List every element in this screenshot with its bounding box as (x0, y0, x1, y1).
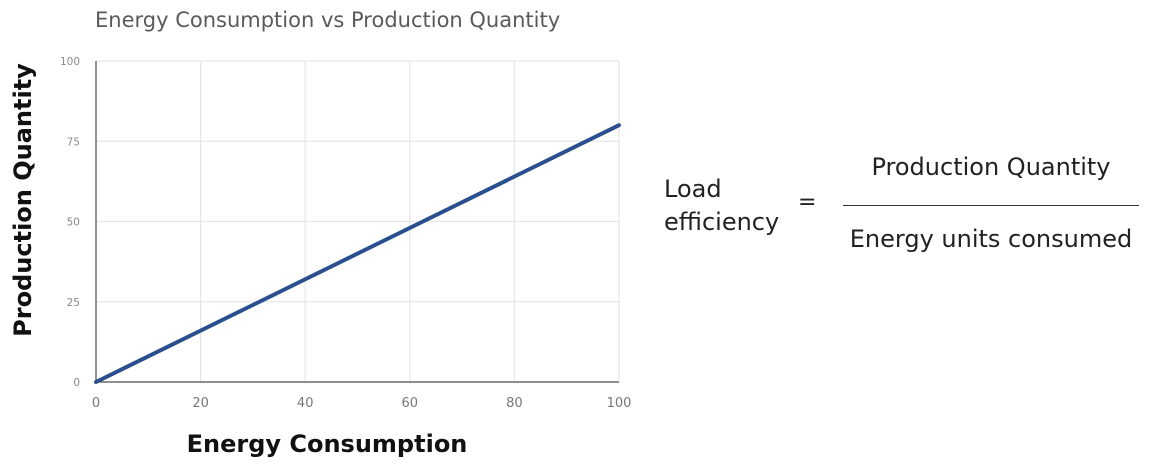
x-tick-label-3: 60 (402, 396, 419, 411)
formula-denominator: Energy units consumed (849, 225, 1133, 253)
x-tick-label-5: 100 (607, 396, 632, 411)
y-tick-label-2: 50 (67, 217, 80, 229)
x-tick-label-2: 40 (297, 396, 314, 411)
chart-series (94, 123, 621, 384)
y-tick-label-1: 25 (67, 297, 80, 309)
x-axis-label: Energy Consumption (187, 430, 468, 458)
fraction-bar (843, 205, 1139, 206)
x-tick-label-1: 20 (192, 396, 209, 411)
grid-lines (96, 60, 620, 382)
y-tick-label-3: 75 (67, 136, 80, 148)
y-axis-label: Production Quantity (9, 63, 37, 337)
formula-equals-sign: = (798, 190, 817, 215)
y-tick-label-4: 100 (60, 56, 80, 68)
x-tick-label-0: 0 (92, 396, 100, 411)
formula-label: Load efficiency (664, 175, 780, 236)
x-tick-label-4: 80 (506, 396, 523, 411)
y-tick-label-0: 0 (73, 377, 80, 389)
line-chart: Energy Consumption vs Production Quantit… (9, 8, 631, 458)
formula-numerator: Production Quantity (871, 153, 1111, 181)
tick-labels: 0 20 40 60 80 100 0 25 50 75 100 (60, 56, 631, 411)
chart-title: Energy Consumption vs Production Quantit… (95, 8, 560, 32)
chart-axes (95, 61, 619, 383)
series-line-0 (94, 123, 621, 384)
